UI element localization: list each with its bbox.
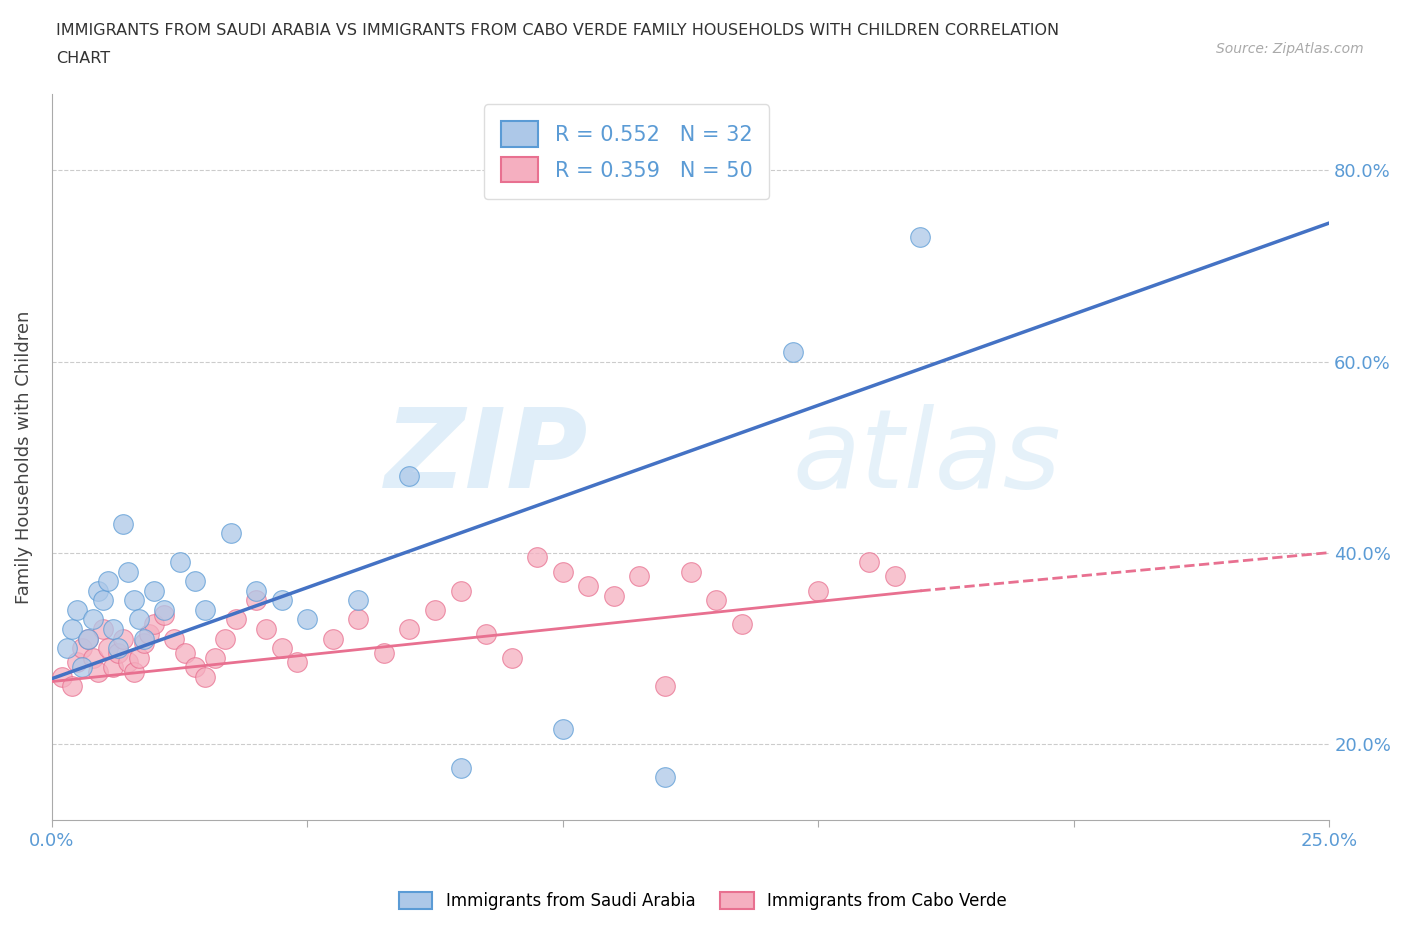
Point [858, 554, 880, 569]
Text: ZIP: ZIP [385, 404, 588, 511]
Point [204, 650, 226, 665]
Text: atlas: atlas [793, 404, 1062, 511]
Point [107, 645, 129, 660]
Point [128, 612, 150, 627]
Point [347, 593, 370, 608]
Point [60, 679, 83, 694]
Legend: R = 0.552   N = 32, R = 0.359   N = 50: R = 0.552 N = 32, R = 0.359 N = 50 [484, 104, 769, 199]
Point [184, 574, 207, 589]
Point [285, 655, 308, 670]
Point [475, 627, 498, 642]
Point [60, 621, 83, 636]
Point [398, 621, 420, 636]
Point [72, 659, 94, 674]
Point [654, 770, 676, 785]
Point [87, 583, 110, 598]
Point [51, 670, 73, 684]
Point [91, 593, 114, 608]
Point [254, 621, 277, 636]
Point [82, 650, 104, 665]
Point [169, 554, 191, 569]
Text: CHART: CHART [56, 51, 110, 66]
Point [245, 583, 267, 598]
Point [679, 565, 702, 579]
Point [423, 603, 446, 618]
Point [654, 679, 676, 694]
Point [56, 641, 79, 656]
Point [128, 650, 150, 665]
Text: IMMIGRANTS FROM SAUDI ARABIA VS IMMIGRANTS FROM CABO VERDE FAMILY HOUSEHOLDS WIT: IMMIGRANTS FROM SAUDI ARABIA VS IMMIGRAN… [56, 23, 1059, 38]
Point [107, 641, 129, 656]
Point [194, 670, 217, 684]
Point [501, 650, 523, 665]
Point [132, 636, 155, 651]
Point [112, 516, 135, 531]
Point [730, 617, 752, 631]
Point [347, 612, 370, 627]
Y-axis label: Family Households with Children: Family Households with Children [15, 311, 32, 604]
Point [76, 631, 98, 646]
Point [66, 603, 89, 618]
Point [138, 627, 160, 642]
Point [117, 565, 139, 579]
Point [132, 631, 155, 646]
Point [142, 583, 165, 598]
Point [270, 593, 292, 608]
Point [122, 593, 145, 608]
Point [101, 621, 124, 636]
Point [97, 574, 120, 589]
Point [87, 665, 110, 680]
Point [297, 612, 319, 627]
Point [153, 607, 176, 622]
Legend: Immigrants from Saudi Arabia, Immigrants from Cabo Verde: Immigrants from Saudi Arabia, Immigrants… [392, 885, 1014, 917]
Point [142, 617, 165, 631]
Point [194, 603, 217, 618]
Point [551, 722, 574, 737]
Point [628, 569, 651, 584]
Point [214, 631, 236, 646]
Point [72, 641, 94, 656]
Point [112, 631, 135, 646]
Point [184, 659, 207, 674]
Point [97, 641, 120, 656]
Point [782, 344, 804, 359]
Point [91, 621, 114, 636]
Point [373, 645, 395, 660]
Point [576, 578, 599, 593]
Point [153, 603, 176, 618]
Point [883, 569, 905, 584]
Point [163, 631, 186, 646]
Point [551, 565, 574, 579]
Point [910, 230, 932, 245]
Point [526, 550, 548, 565]
Point [219, 526, 242, 541]
Point [270, 641, 292, 656]
Point [173, 645, 195, 660]
Point [807, 583, 830, 598]
Point [245, 593, 267, 608]
Point [398, 469, 420, 484]
Point [76, 631, 98, 646]
Point [66, 655, 89, 670]
Point [101, 659, 124, 674]
Point [225, 612, 247, 627]
Point [322, 631, 344, 646]
Point [450, 583, 472, 598]
Point [122, 665, 145, 680]
Text: Source: ZipAtlas.com: Source: ZipAtlas.com [1216, 42, 1364, 56]
Point [82, 612, 104, 627]
Point [450, 760, 472, 775]
Point [704, 593, 727, 608]
Point [117, 655, 139, 670]
Point [603, 588, 626, 603]
